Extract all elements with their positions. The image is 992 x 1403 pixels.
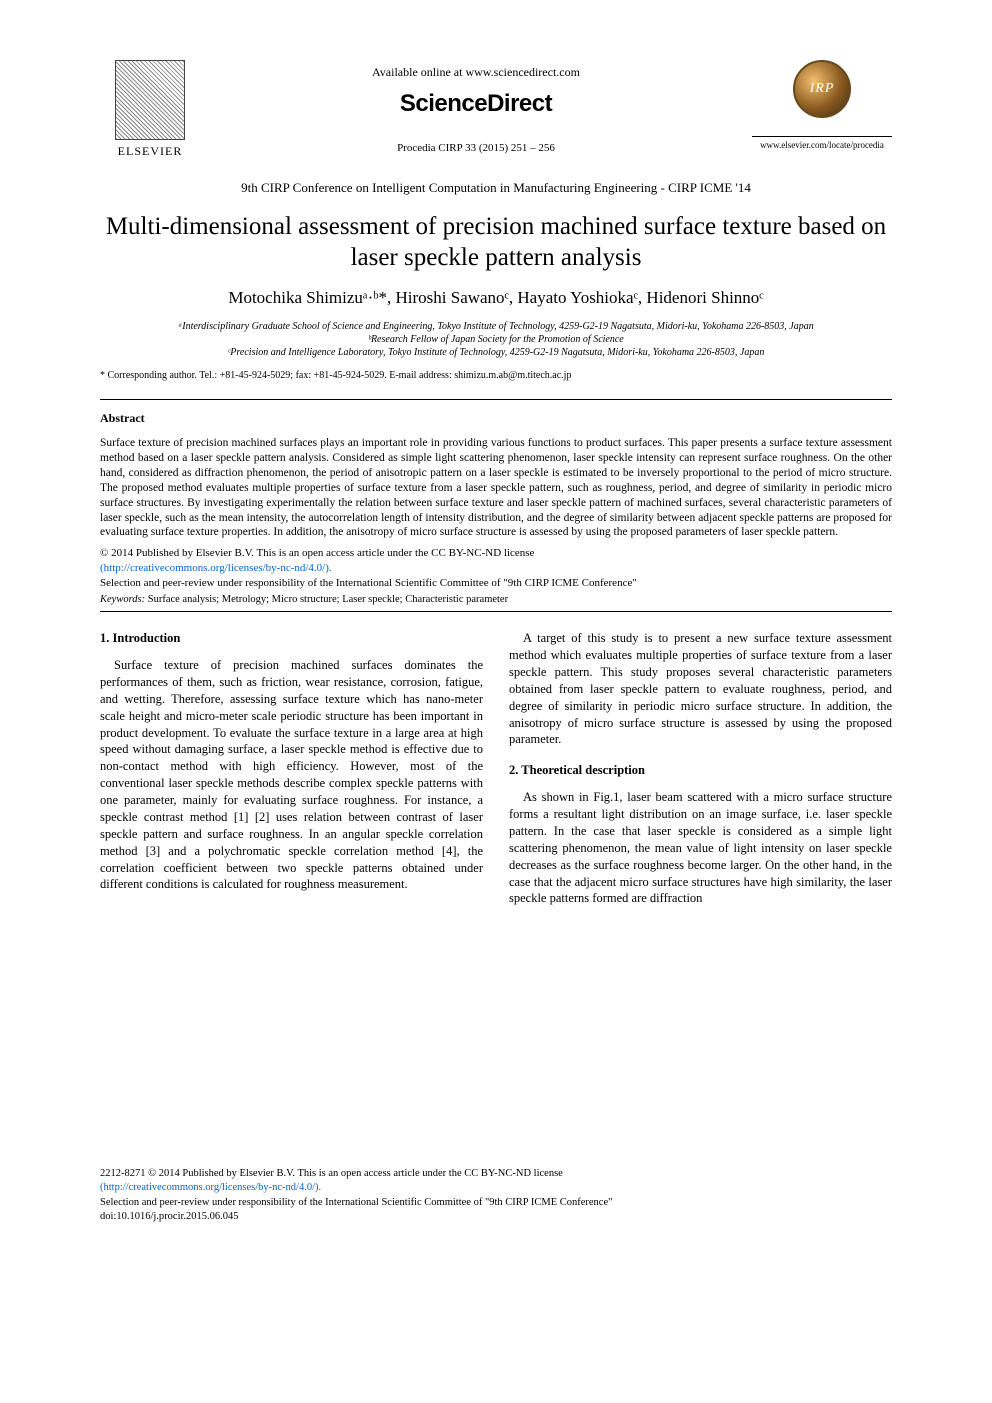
section-1-heading: 1. Introduction — [100, 630, 483, 647]
two-column-body: 1. Introduction Surface texture of preci… — [100, 630, 892, 907]
available-online-text: Available online at www.sciencedirect.co… — [200, 64, 752, 80]
elsevier-tree-icon — [115, 60, 185, 140]
elsevier-label: ELSEVIER — [118, 143, 183, 159]
elsevier-logo-block: ELSEVIER — [100, 60, 200, 159]
procedia-citation: Procedia CIRP 33 (2015) 251 – 256 — [200, 141, 752, 156]
separator-top — [100, 399, 892, 400]
footer-license-link[interactable]: (http://creativecommons.org/licenses/by-… — [100, 1182, 321, 1193]
theo-paragraph-1: As shown in Fig.1, laser beam scattered … — [509, 789, 892, 907]
affiliation-b: ᵇResearch Fellow of Japan Society for th… — [100, 333, 892, 346]
keywords-text: Surface analysis; Metrology; Micro struc… — [145, 594, 508, 605]
cirp-logo-icon: IRP — [793, 60, 851, 118]
abstract-body: Surface texture of precision machined su… — [100, 436, 892, 541]
conference-line: 9th CIRP Conference on Intelligent Compu… — [100, 179, 892, 197]
cirp-logo-block: IRP www.elsevier.com/locate/procedia — [752, 60, 892, 151]
copyright-block: © 2014 Published by Elsevier B.V. This i… — [100, 546, 892, 591]
header-center: Available online at www.sciencedirect.co… — [200, 60, 752, 155]
affiliation-c: ᶜPrecision and Intelligence Laboratory, … — [100, 346, 892, 359]
right-paragraph-1: A target of this study is to present a n… — [509, 630, 892, 748]
authors-line: Motochika Shimizuᵃ·ᵇ*, Hiroshi Sawanoᶜ, … — [100, 287, 892, 310]
intro-paragraph-1: Surface texture of precision machined su… — [100, 657, 483, 893]
right-column: A target of this study is to present a n… — [509, 630, 892, 907]
section-2-heading: 2. Theoretical description — [509, 762, 892, 779]
license-link[interactable]: (http://creativecommons.org/licenses/by-… — [100, 562, 332, 574]
header-row: ELSEVIER Available online at www.science… — [100, 60, 892, 159]
footer-issn-line: 2212-8271 © 2014 Published by Elsevier B… — [100, 1168, 563, 1179]
left-column: 1. Introduction Surface texture of preci… — [100, 630, 483, 907]
page-footer: 2212-8271 © 2014 Published by Elsevier B… — [100, 1167, 892, 1224]
copyright-line2: Selection and peer-review under responsi… — [100, 577, 637, 589]
procedia-url: www.elsevier.com/locate/procedia — [752, 136, 892, 151]
affiliation-a: ᵃInterdisciplinary Graduate School of Sc… — [100, 320, 892, 333]
copyright-line1: © 2014 Published by Elsevier B.V. This i… — [100, 547, 534, 559]
abstract-heading: Abstract — [100, 410, 892, 426]
keywords-label: Keywords: — [100, 594, 145, 605]
sciencedirect-logo: ScienceDirect — [200, 88, 752, 120]
corresponding-author: * Corresponding author. Tel.: +81-45-924… — [100, 369, 892, 383]
separator-bottom — [100, 611, 892, 612]
footer-doi: doi:10.1016/j.procir.2015.06.045 — [100, 1211, 239, 1222]
keywords-line: Keywords: Surface analysis; Metrology; M… — [100, 593, 892, 607]
paper-title: Multi-dimensional assessment of precisio… — [100, 211, 892, 274]
footer-peer-review: Selection and peer-review under responsi… — [100, 1197, 612, 1208]
